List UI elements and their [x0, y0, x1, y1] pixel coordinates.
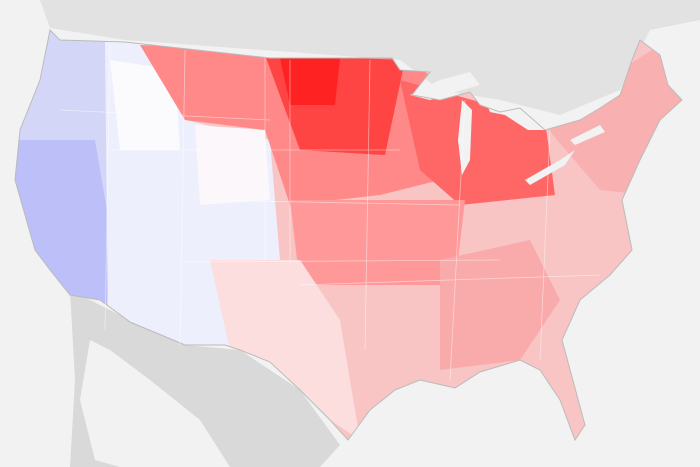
region: [210, 260, 360, 440]
region: [280, 58, 340, 105]
region: [15, 140, 112, 325]
region: [440, 240, 560, 370]
region: [290, 200, 465, 285]
region: [400, 80, 555, 205]
lake: [458, 100, 472, 175]
us-outline: [14, 28, 683, 442]
border: [59, 44, 601, 381]
state-borders: [59, 44, 601, 381]
canada: [0, 0, 700, 115]
region: [195, 125, 270, 205]
great-lakes: [410, 72, 605, 185]
lake: [410, 72, 480, 100]
lake: [525, 150, 575, 185]
mexico: [70, 290, 340, 467]
lake: [485, 100, 545, 130]
lake: [570, 125, 605, 145]
